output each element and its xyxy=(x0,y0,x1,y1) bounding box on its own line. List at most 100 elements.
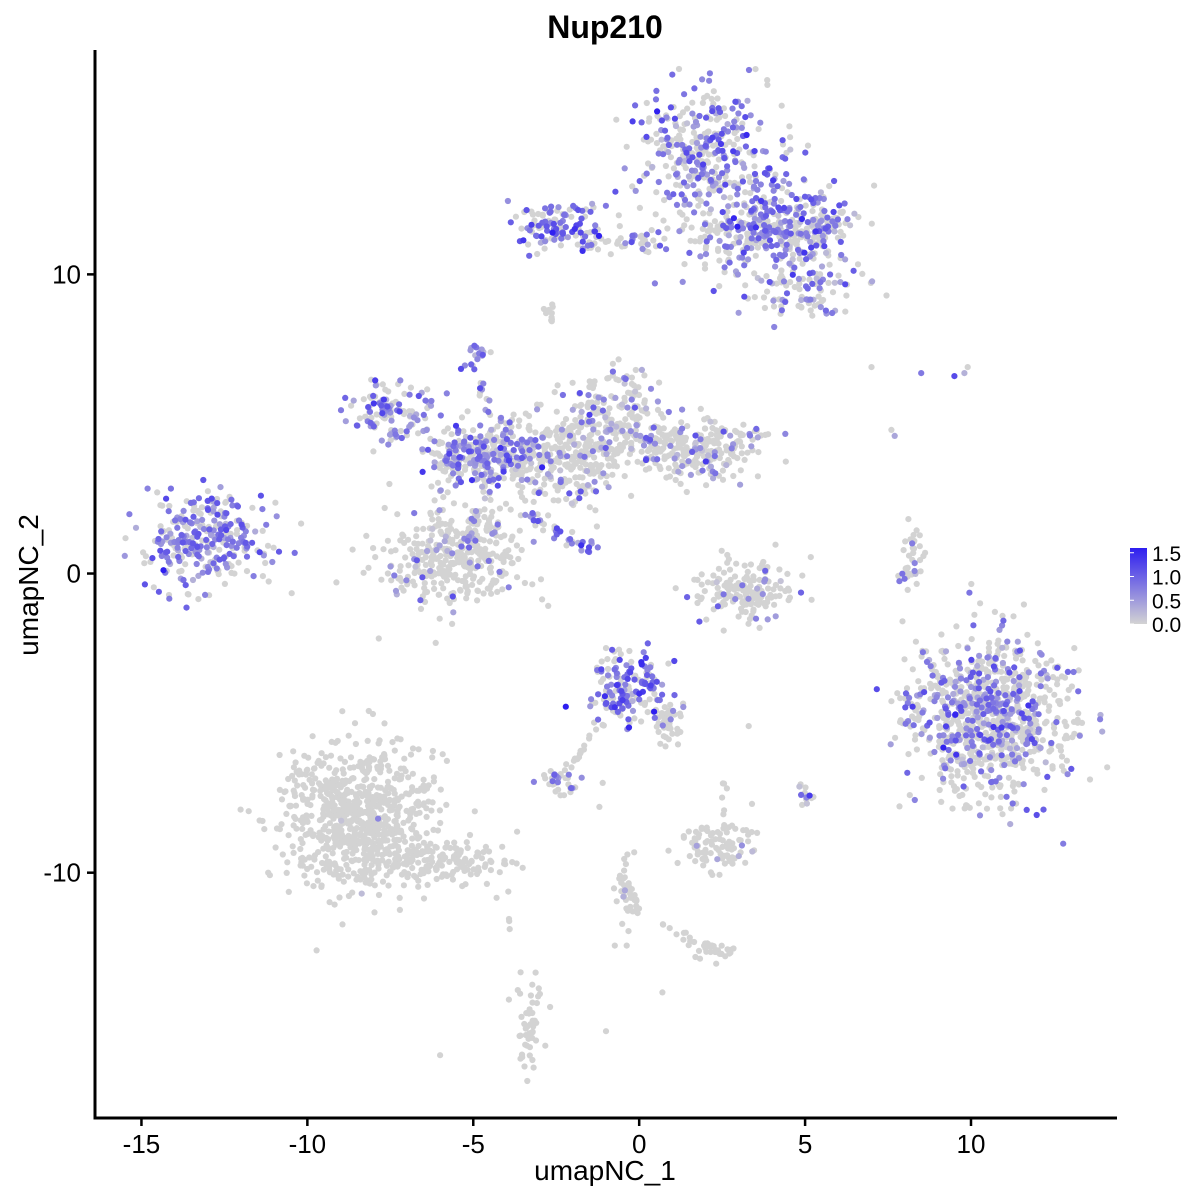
data-point xyxy=(371,776,378,783)
data-point xyxy=(641,372,648,379)
data-point xyxy=(760,558,767,566)
data-point xyxy=(868,364,875,371)
data-point xyxy=(460,863,468,871)
data-point xyxy=(530,1064,537,1071)
data-point xyxy=(998,668,1005,675)
data-point xyxy=(272,844,279,851)
data-point xyxy=(772,541,779,548)
chart-title: Nup210 xyxy=(547,9,663,45)
data-point xyxy=(757,119,764,126)
data-point xyxy=(392,587,400,595)
data-point xyxy=(653,140,661,147)
data-point xyxy=(397,827,404,834)
data-point xyxy=(667,716,674,723)
data-point xyxy=(489,530,496,537)
data-point xyxy=(374,857,381,864)
data-point xyxy=(437,412,444,419)
data-point xyxy=(420,776,427,783)
data-point xyxy=(748,829,755,836)
data-point xyxy=(526,455,533,462)
data-point xyxy=(641,399,648,406)
data-point xyxy=(611,942,618,949)
data-point xyxy=(778,102,785,109)
data-point xyxy=(734,271,742,278)
data-point xyxy=(604,683,611,690)
data-point xyxy=(787,134,794,141)
data-point xyxy=(355,857,362,864)
data-point xyxy=(583,468,591,475)
data-point xyxy=(363,770,370,777)
data-point xyxy=(338,827,345,834)
data-point xyxy=(291,777,298,784)
data-point xyxy=(747,561,755,568)
data-point xyxy=(404,870,412,877)
data-point xyxy=(978,783,985,791)
data-point xyxy=(308,771,315,778)
data-point xyxy=(265,578,272,585)
data-point xyxy=(947,679,954,686)
data-point xyxy=(305,754,312,761)
data-point xyxy=(995,637,1002,644)
data-point xyxy=(474,587,482,595)
data-point xyxy=(427,509,434,516)
data-point xyxy=(645,160,652,167)
data-point xyxy=(660,414,667,421)
data-point xyxy=(735,110,742,117)
data-point xyxy=(457,849,464,856)
data-point xyxy=(838,251,845,259)
data-point xyxy=(664,710,671,717)
data-point xyxy=(1020,601,1027,608)
data-point xyxy=(632,187,639,194)
data-point xyxy=(484,432,491,439)
data-point xyxy=(326,899,333,906)
data-point xyxy=(752,66,759,73)
data-point xyxy=(707,850,714,857)
data-point xyxy=(738,450,745,457)
data-point xyxy=(507,506,514,513)
data-point xyxy=(780,177,787,185)
data-point xyxy=(298,771,306,778)
data-point xyxy=(602,645,610,652)
data-point xyxy=(563,761,570,768)
data-point xyxy=(356,415,363,422)
data-point xyxy=(542,775,549,782)
data-point xyxy=(368,871,375,878)
data-point xyxy=(350,397,357,404)
data-point xyxy=(550,497,557,504)
data-point xyxy=(691,576,698,583)
data-point xyxy=(596,803,603,811)
data-points xyxy=(121,65,1111,1085)
data-point xyxy=(659,921,667,928)
data-point xyxy=(518,225,525,232)
data-point xyxy=(534,401,541,408)
data-point xyxy=(752,252,759,259)
data-point xyxy=(680,936,687,943)
data-point xyxy=(710,437,717,444)
data-point xyxy=(663,246,670,253)
data-point xyxy=(722,953,729,960)
data-point xyxy=(1071,645,1078,652)
data-point xyxy=(379,878,387,885)
data-point xyxy=(317,792,324,800)
data-point xyxy=(217,484,224,491)
data-point xyxy=(954,768,961,775)
data-point xyxy=(371,882,378,889)
data-point xyxy=(730,453,737,460)
data-point xyxy=(428,807,435,814)
data-point xyxy=(278,796,286,803)
data-point xyxy=(609,360,617,367)
data-point xyxy=(979,658,986,665)
data-point xyxy=(141,560,148,567)
data-point xyxy=(400,882,407,889)
data-point xyxy=(409,770,416,777)
data-point xyxy=(541,475,548,482)
data-point xyxy=(420,525,427,533)
data-point xyxy=(353,847,360,854)
data-point xyxy=(786,260,793,267)
data-point xyxy=(730,945,737,952)
data-point xyxy=(603,450,610,458)
data-point xyxy=(1104,764,1111,771)
data-point xyxy=(681,196,689,203)
data-point xyxy=(462,578,469,586)
data-point xyxy=(309,786,316,793)
